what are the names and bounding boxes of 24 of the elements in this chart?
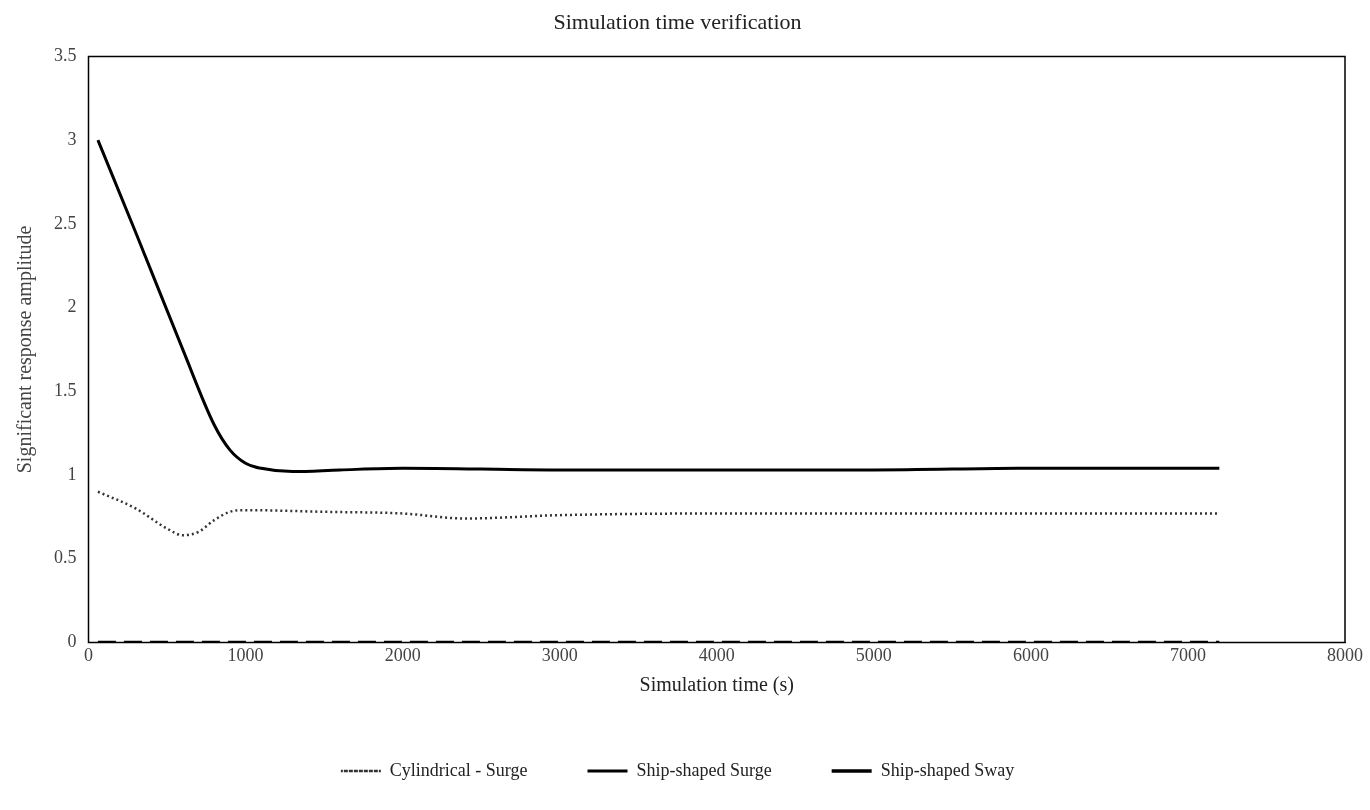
legend-label: Ship-shaped Surge bbox=[636, 759, 772, 780]
x-tick-label: 6000 bbox=[1012, 644, 1049, 665]
y-tick-label: 2.5 bbox=[54, 212, 77, 233]
x-tick-label: 4000 bbox=[698, 644, 735, 665]
y-tick-label: 0.5 bbox=[54, 547, 77, 568]
y-tick-label: 3 bbox=[67, 128, 77, 149]
legend-label: Ship-shaped Sway bbox=[880, 759, 1015, 780]
x-tick-label: 0 bbox=[84, 644, 93, 665]
x-tick-label: 1000 bbox=[227, 644, 264, 665]
x-tick-label: 2000 bbox=[384, 644, 421, 665]
x-tick-label: 5000 bbox=[855, 644, 892, 665]
y-axis-title: Significant response amplitude bbox=[13, 225, 37, 474]
x-tick-label: 7000 bbox=[1169, 644, 1206, 665]
y-tick-label: 3.5 bbox=[54, 45, 77, 66]
chart-title: Simulation time verification bbox=[553, 8, 802, 34]
x-tick-label: 3000 bbox=[541, 644, 578, 665]
legend-label: Cylindrical - Surge bbox=[389, 759, 528, 780]
y-tick-label: 1.5 bbox=[54, 379, 77, 400]
y-tick-label: 2 bbox=[67, 296, 77, 317]
y-tick-label: 0 bbox=[67, 631, 77, 652]
x-tick-label: 8000 bbox=[1327, 644, 1363, 665]
line-series bbox=[96, 138, 1221, 474]
y-tick-label: 1 bbox=[67, 463, 77, 484]
x-axis-title: Simulation time (s) bbox=[639, 673, 794, 697]
